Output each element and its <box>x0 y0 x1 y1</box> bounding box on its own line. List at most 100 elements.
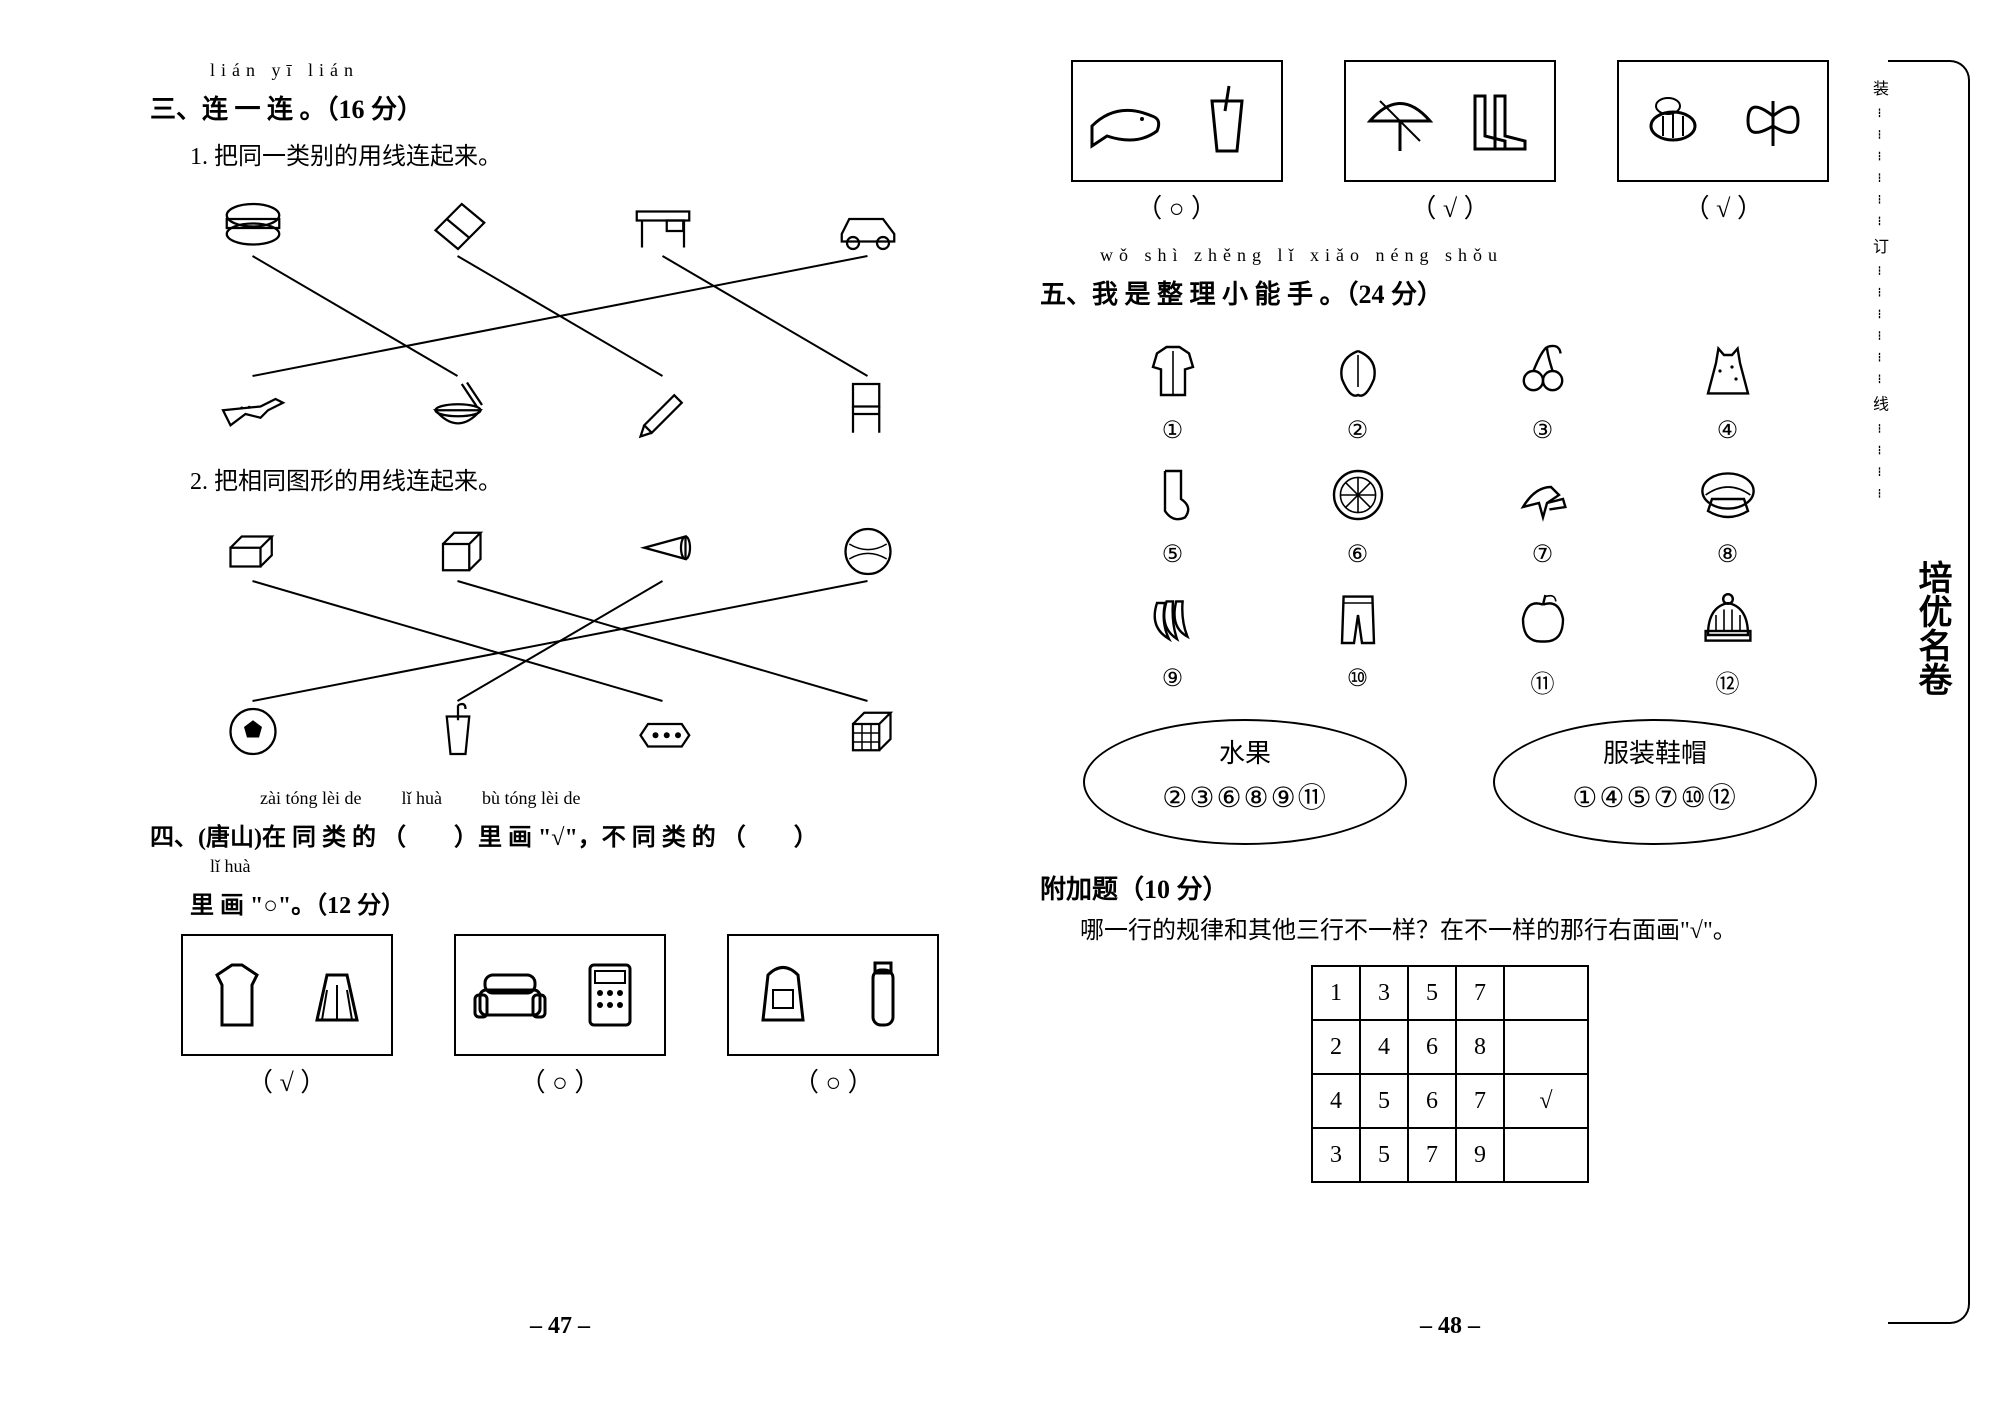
page-48: （ ○ ） （ √ ） （ √ ） wǒ shì zhěng lǐ xiǎo n… <box>1040 60 1860 1340</box>
backpack-icon <box>733 920 833 1070</box>
rule-answer-3[interactable] <box>1504 1128 1588 1182</box>
rain-boots-icon <box>1450 46 1550 196</box>
sec3-sub1: 1. 把同一类别的用线连起来。 <box>190 136 970 171</box>
sec3-title: 三、连 一 连 。（16 分） <box>150 89 970 126</box>
grid-item-1: ① <box>1080 331 1265 445</box>
pants-icon <box>1313 579 1403 659</box>
rule-cell-1-2: 6 <box>1408 1020 1456 1074</box>
bee-icon <box>1623 46 1723 196</box>
top-box-1: （ √ ） <box>1344 60 1556 225</box>
page-47: lián yī lián 三、连 一 连 。（16 分） 1. 把同一类别的用线… <box>150 60 970 1340</box>
rule-cell-0-1: 3 <box>1360 966 1408 1020</box>
connect-area-1 <box>150 181 970 451</box>
oval-0: 水果 ②③⑥⑧⑨⑪ <box>1083 719 1407 845</box>
sec4-box-1: （ ○ ） <box>454 934 666 1099</box>
oval-head-0: 水果 <box>1085 733 1405 770</box>
item-number-1: ① <box>1080 416 1265 445</box>
peach-icon <box>1313 331 1403 411</box>
rule-cell-1-0: 2 <box>1312 1020 1360 1074</box>
watermelon-icon <box>1683 455 1773 535</box>
item-number-12: ⑫ <box>1635 664 1820 699</box>
item-number-8: ⑧ <box>1635 540 1820 569</box>
item-number-5: ⑤ <box>1080 540 1265 569</box>
skirt-icon <box>287 920 387 1070</box>
item-number-3: ③ <box>1450 416 1635 445</box>
sec4-pinyin4: lǐ huà <box>210 856 970 877</box>
bananas-icon <box>1128 579 1218 659</box>
sec4-boxes: （ √ ） （ ○ ） （ ○ ） <box>150 934 970 1099</box>
grid-item-12: ⑫ <box>1635 579 1820 699</box>
rule-cell-2-2: 6 <box>1408 1074 1456 1128</box>
drink-cup-icon <box>1177 46 1277 196</box>
grid-item-9: ⑨ <box>1080 579 1265 699</box>
rule-cell-0-3: 7 <box>1456 966 1504 1020</box>
sec5-pinyin: wǒ shì zhěng lǐ xiǎo néng shǒu <box>1100 245 1860 266</box>
sec3-sub2: 2. 把相同图形的用线连起来。 <box>190 461 970 496</box>
margin-brand: 培优名卷 <box>1907 560 1956 696</box>
grid-item-8: ⑧ <box>1635 455 1820 569</box>
top-box-2: （ √ ） <box>1617 60 1829 225</box>
umbrella-icon <box>1350 46 1450 196</box>
rule-answer-1[interactable] <box>1504 1020 1588 1074</box>
rule-cell-2-3: 7 <box>1456 1074 1504 1128</box>
sweater-icon <box>187 920 287 1070</box>
grid-item-7: ⑦ <box>1450 455 1635 569</box>
oval-nums-1[interactable]: ①④⑤⑦⑩⑫ <box>1495 776 1815 816</box>
cherries-icon <box>1498 331 1588 411</box>
knit-hat-icon <box>1683 579 1773 659</box>
connect-area-2 <box>150 506 970 776</box>
sock-icon <box>1128 455 1218 535</box>
bonus-title: 附加题（10 分） <box>1040 869 1860 906</box>
orange-slice-icon <box>1313 455 1403 535</box>
rule-row-0: 1357 <box>1312 966 1588 1020</box>
sec3-pinyin: lián yī lián <box>210 60 970 81</box>
rule-row-2: 4567√ <box>1312 1074 1588 1128</box>
grid-item-10: ⑩ <box>1265 579 1450 699</box>
rule-cell-3-1: 5 <box>1360 1128 1408 1182</box>
page-num-47: – 47 – <box>150 1313 970 1340</box>
apple-icon <box>1498 579 1588 659</box>
page-num-48: – 48 – <box>1040 1313 1860 1340</box>
items-grid: ①②③④ ⑤⑥⑦⑧ ⑨⑩⑪⑫ <box>1080 331 1820 699</box>
sec4-pinyin1: zài tóng lèi de <box>260 788 361 809</box>
thermos-icon <box>833 920 933 1070</box>
item-number-9: ⑨ <box>1080 664 1265 693</box>
rule-answer-2[interactable]: √ <box>1504 1074 1588 1128</box>
item-number-4: ④ <box>1635 416 1820 445</box>
rule-row-1: 2468 <box>1312 1020 1588 1074</box>
item-number-10: ⑩ <box>1265 664 1450 693</box>
jacket-icon <box>1128 331 1218 411</box>
category-ovals: 水果 ②③⑥⑧⑨⑪ 服装鞋帽 ①④⑤⑦⑩⑫ <box>1040 719 1860 845</box>
item-number-2: ② <box>1265 416 1450 445</box>
grid-item-4: ④ <box>1635 331 1820 445</box>
sec4-box-0: （ √ ） <box>181 934 393 1099</box>
rule-cell-3-0: 3 <box>1312 1128 1360 1182</box>
rule-cell-0-2: 5 <box>1408 966 1456 1020</box>
high-heels-icon <box>1498 455 1588 535</box>
butterfly-icon <box>1723 46 1823 196</box>
oval-head-1: 服装鞋帽 <box>1495 733 1815 770</box>
item-number-6: ⑥ <box>1265 540 1450 569</box>
sec4-title2: 里 画 "○"。（12 分） <box>190 885 970 920</box>
top-box-0: （ ○ ） <box>1071 60 1283 225</box>
grid-item-3: ③ <box>1450 331 1635 445</box>
rule-answer-0[interactable] <box>1504 966 1588 1020</box>
oval-1: 服装鞋帽 ①④⑤⑦⑩⑫ <box>1493 719 1817 845</box>
calculator-icon <box>560 920 660 1070</box>
bonus-prompt: 哪一行的规律和其他三行不一样？在不一样的那行右面画"√"。 <box>1080 910 1860 945</box>
rule-cell-3-2: 7 <box>1408 1128 1456 1182</box>
dress-icon <box>1683 331 1773 411</box>
item-number-11: ⑪ <box>1450 664 1635 699</box>
sec4-pinyin3: bù tóng lèi de <box>482 788 580 809</box>
rule-cell-2-1: 5 <box>1360 1074 1408 1128</box>
grid-item-2: ② <box>1265 331 1450 445</box>
item-number-7: ⑦ <box>1450 540 1635 569</box>
whale-icon <box>1077 46 1177 196</box>
rule-table: 135724684567√3579 <box>1311 965 1589 1183</box>
grid-item-5: ⑤ <box>1080 455 1265 569</box>
grid-item-11: ⑪ <box>1450 579 1635 699</box>
sec4-pinyin2: lǐ huà <box>401 788 442 809</box>
rule-cell-2-0: 4 <box>1312 1074 1360 1128</box>
rule-cell-3-3: 9 <box>1456 1128 1504 1182</box>
oval-nums-0[interactable]: ②③⑥⑧⑨⑪ <box>1085 776 1405 816</box>
